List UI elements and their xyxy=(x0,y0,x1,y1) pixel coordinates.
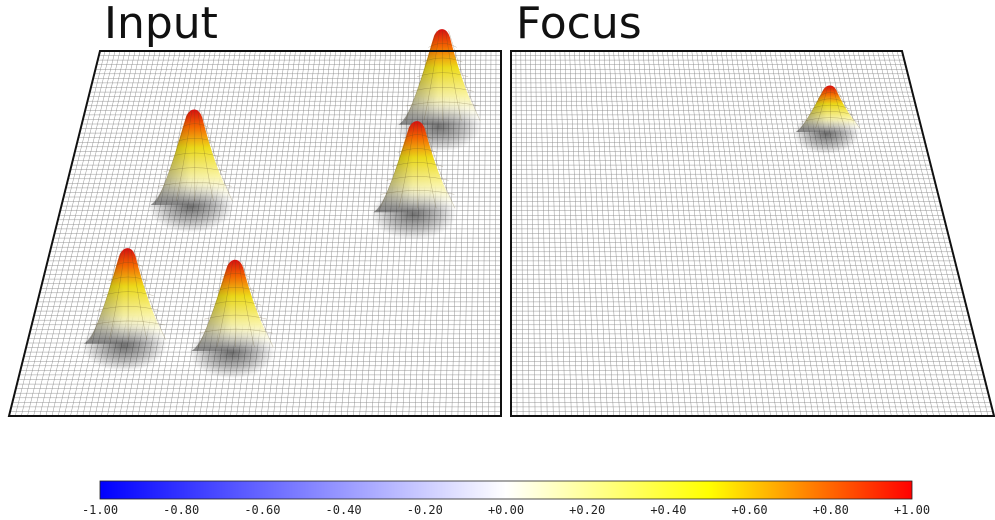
focus-peaks xyxy=(793,85,865,154)
surface-peak xyxy=(793,85,865,154)
colorbar-tick-label: +0.60 xyxy=(732,503,768,517)
focus-grid xyxy=(511,51,994,416)
colorbar-tick-label: +0.40 xyxy=(650,503,686,517)
colorbar-ticks: -1.00 -0.80 -0.60 -0.40 -0.20 +0.00 +0.20 +0.40… xyxy=(82,503,930,517)
colorbar-tick-label: +0.00 xyxy=(488,503,524,517)
peak-mesh xyxy=(379,122,456,209)
focus-panel xyxy=(510,50,995,417)
peak-mesh xyxy=(90,249,166,340)
colorbar-gradient xyxy=(99,480,913,500)
peak-mesh xyxy=(198,261,274,348)
panel-title-focus: Focus xyxy=(516,0,642,49)
surface-peak xyxy=(189,259,280,379)
peak-mesh xyxy=(405,30,481,121)
colorbar-tick-label: -0.40 xyxy=(326,503,362,517)
colorbar-tick-label: +1.00 xyxy=(894,503,930,517)
input-peaks xyxy=(81,29,487,379)
colorbar-tick-label: +0.20 xyxy=(569,503,605,517)
focus-panel-frame xyxy=(510,50,995,417)
surface-peak xyxy=(81,248,173,372)
colorbar-tick-label: -0.80 xyxy=(163,503,199,517)
colorbar-tick-label: +0.80 xyxy=(813,503,849,517)
input-panel xyxy=(7,29,502,417)
grid-lines xyxy=(511,51,994,416)
panel-title-input: Input xyxy=(104,0,218,49)
input-panel-frame xyxy=(7,50,502,417)
colorbar-tick-label: -0.20 xyxy=(407,503,443,517)
colorbar-tick-label: -1.00 xyxy=(82,503,118,517)
peak-mesh xyxy=(157,110,233,202)
colorbar-tick-label: -0.60 xyxy=(244,503,280,517)
peak-mesh xyxy=(801,88,860,129)
colorbar: -1.00 -0.80 -0.60 -0.40 -0.20 +0.00 +0.20 +0.40… xyxy=(82,480,930,517)
surface-peak xyxy=(371,121,462,240)
surface-peak xyxy=(148,109,239,233)
